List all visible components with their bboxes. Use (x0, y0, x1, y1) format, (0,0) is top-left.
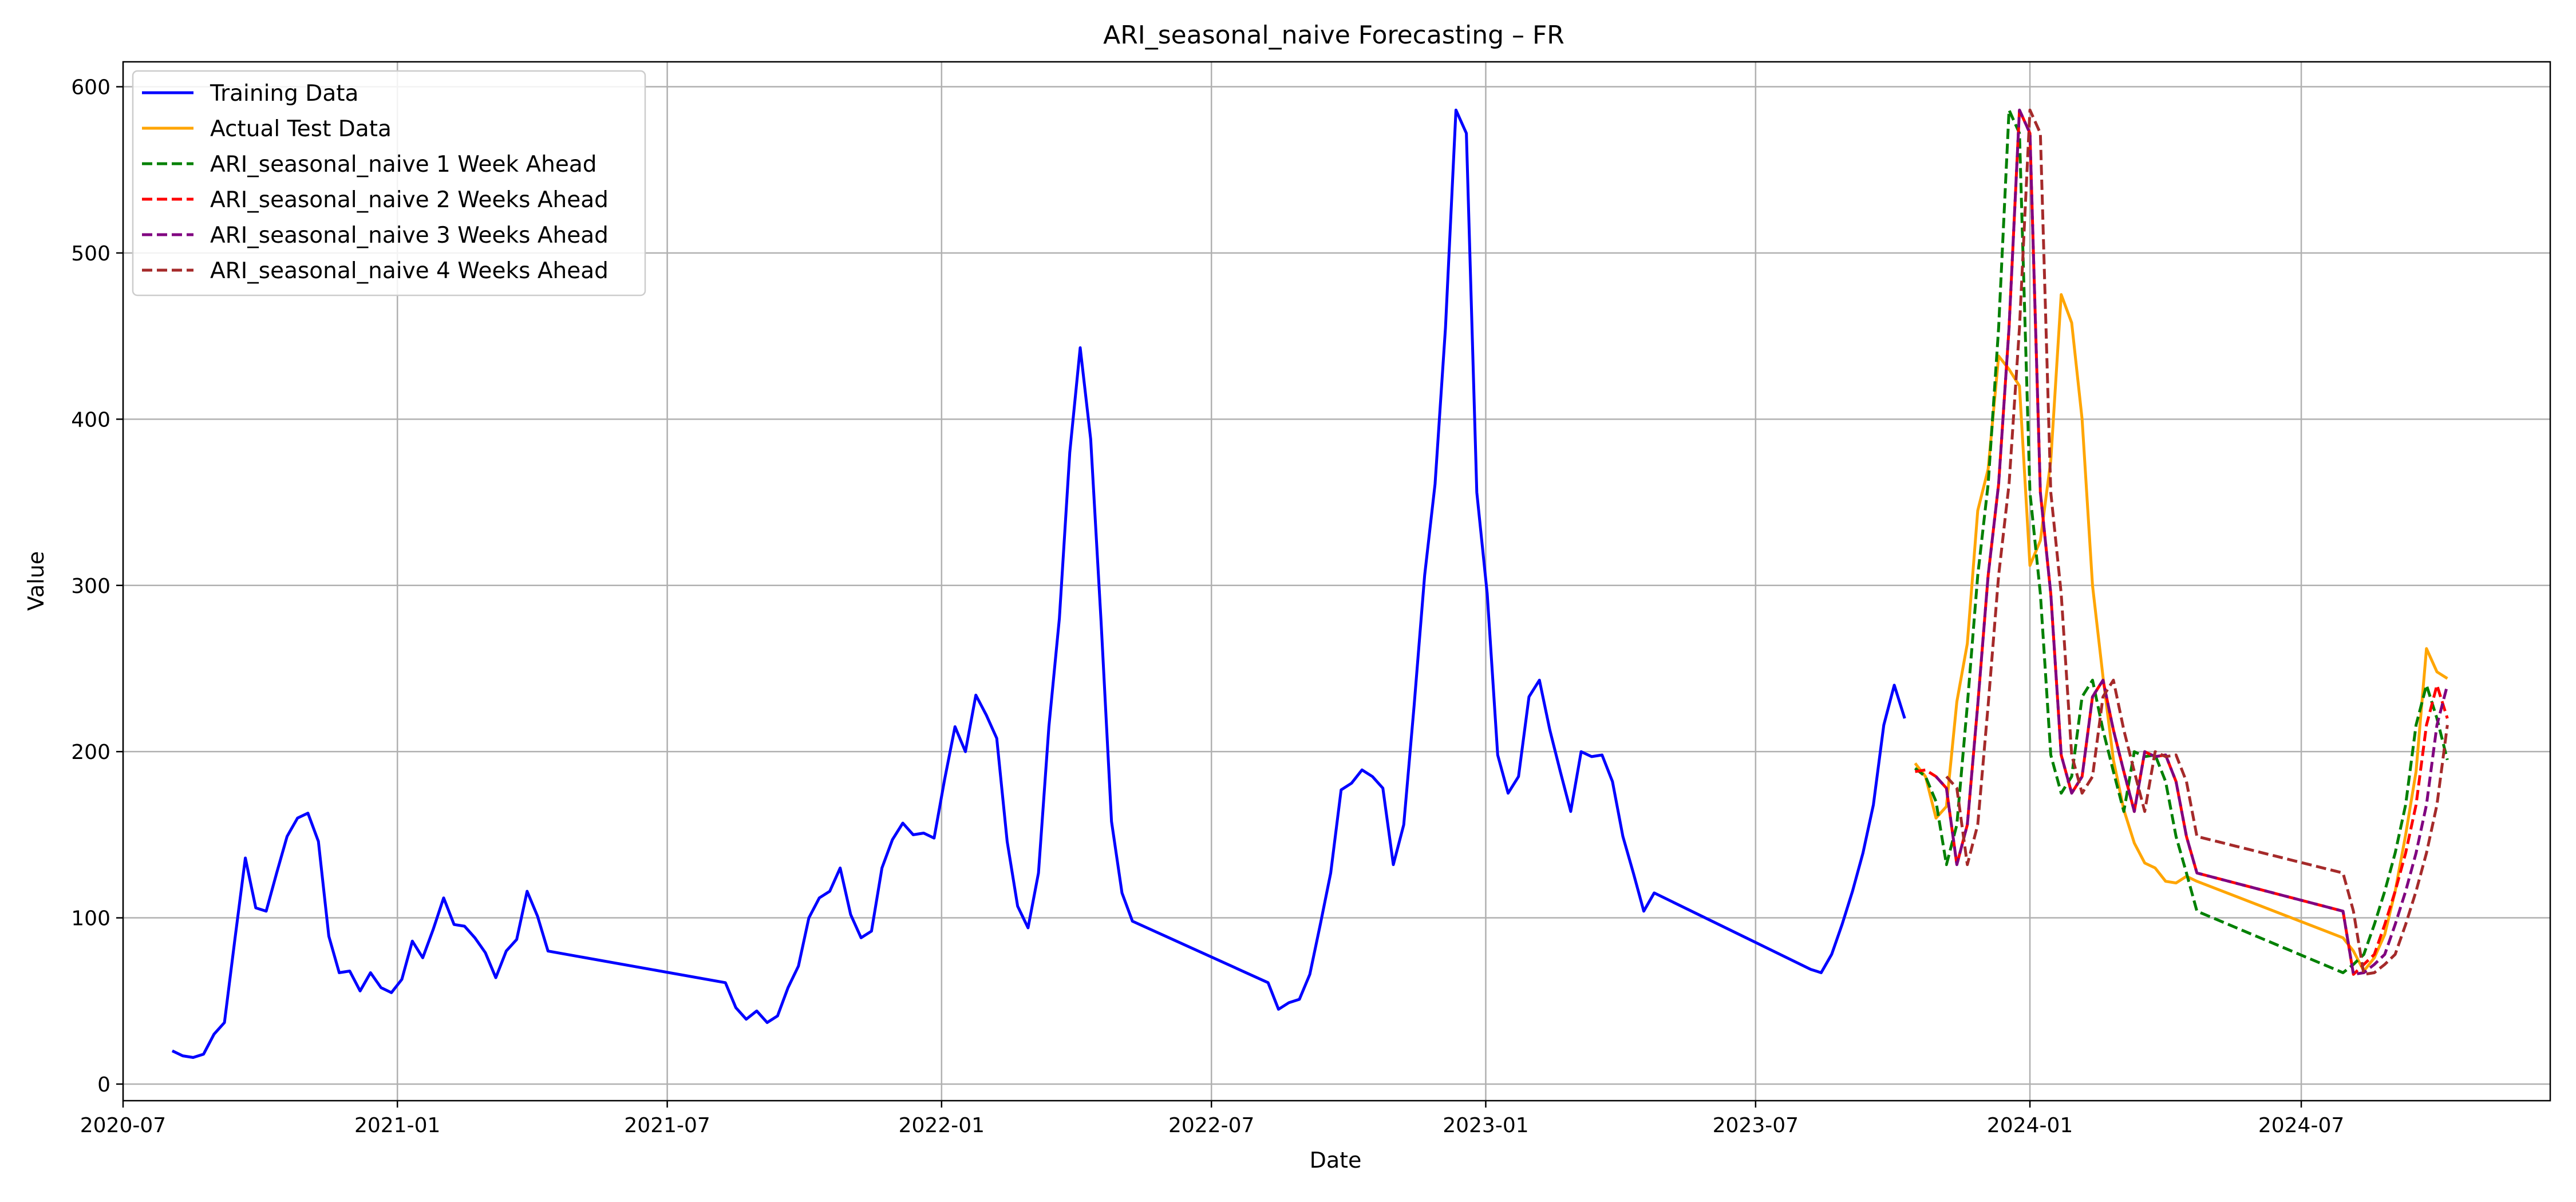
axes: 2020-07 2021-01 2021-07 2022-01 2022-07 2023-… (71, 76, 2344, 1137)
legend-label: Training Data (210, 81, 358, 106)
x-tick-label: 2022-01 (899, 1114, 985, 1137)
series-line-1 (1914, 293, 2448, 972)
legend-label: ARI_seasonal_naive 4 Weeks Ahead (210, 258, 609, 284)
series-line-3 (1915, 108, 2449, 976)
x-tick-label: 2020-07 (80, 1114, 166, 1137)
legend-label: ARI_seasonal_naive 2 Weeks Ahead (210, 187, 609, 213)
x-tick-label: 2022-07 (1168, 1114, 1254, 1137)
series-line-2 (1914, 108, 2449, 974)
x-tick-label: 2023-01 (1443, 1114, 1528, 1137)
legend-label: Actual Test Data (210, 116, 392, 142)
x-axis-label: Date (1310, 1148, 1362, 1173)
y-axis-label: Value (23, 551, 49, 611)
chart-title: ARI_seasonal_naive Forecasting – FR (1103, 21, 1564, 50)
series-line-5 (1945, 108, 2449, 976)
x-tick-label: 2023-07 (1713, 1114, 1799, 1137)
y-tick-label: 600 (71, 76, 110, 100)
plot-frame (122, 61, 2551, 1102)
x-tick-label: 2024-07 (2258, 1114, 2344, 1137)
y-tick-label: 0 (97, 1073, 110, 1097)
y-tick-label: 100 (71, 907, 110, 931)
y-tick-label: 400 (71, 408, 110, 432)
series-line-0 (171, 108, 1906, 1059)
legend-box (132, 70, 646, 296)
x-tick-label: 2021-07 (624, 1114, 710, 1137)
x-tick-label: 2024-01 (1987, 1114, 2073, 1137)
grid (122, 62, 2550, 1101)
x-tick-label: 2021-01 (354, 1114, 440, 1137)
y-tick-label: 200 (71, 741, 110, 764)
y-tick-label: 300 (71, 575, 110, 598)
y-tick-label: 500 (71, 242, 110, 266)
legend-label: ARI_seasonal_naive 3 Weeks Ahead (210, 223, 609, 248)
plot-series (171, 108, 2449, 1059)
series-line-4 (1935, 108, 2449, 976)
legend: Training Data Actual Test Data ARI_seasona… (132, 70, 646, 296)
legend-label: ARI_seasonal_naive 1 Week Ahead (210, 152, 597, 177)
